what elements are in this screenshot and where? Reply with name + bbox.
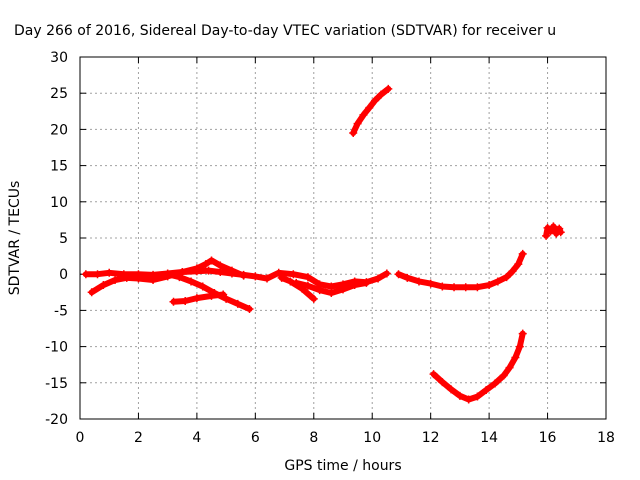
- x-axis-title: GPS time / hours: [284, 458, 401, 474]
- x-tick-label: 14: [480, 430, 498, 446]
- x-tick-label: 2: [134, 430, 143, 446]
- data-trace: [164, 271, 253, 312]
- x-tick-label: 6: [251, 430, 260, 446]
- data-trace: [293, 279, 370, 296]
- y-tick-label: -20: [45, 412, 68, 428]
- data-series: [292, 278, 371, 298]
- data-series: [394, 249, 527, 292]
- y-tick-label: 30: [50, 50, 68, 66]
- y-tick-label: 25: [50, 86, 68, 102]
- x-tick-label: 4: [192, 430, 201, 446]
- data-trace: [430, 330, 526, 403]
- x-tick-label: 0: [76, 430, 85, 446]
- y-tick-label: 5: [59, 231, 68, 247]
- grid: [80, 57, 606, 419]
- x-tick-label: 12: [422, 430, 440, 446]
- data-trace: [350, 85, 392, 136]
- x-tick-label: 16: [539, 430, 557, 446]
- plot-frame: [79, 56, 607, 420]
- data-series: [349, 84, 393, 138]
- data-trace: [395, 250, 526, 291]
- data-trace: [170, 291, 227, 305]
- y-tick-label: -5: [54, 303, 68, 319]
- data-points: [81, 84, 565, 404]
- x-tick-label: 18: [597, 430, 615, 446]
- x-tick-label: 10: [363, 430, 381, 446]
- x-tick-label: 8: [309, 430, 318, 446]
- data-series: [542, 222, 565, 240]
- y-tick-label: 10: [50, 195, 68, 211]
- y-tick-label: 20: [50, 122, 68, 138]
- data-trace: [543, 223, 564, 239]
- y-tick-label: 15: [50, 159, 68, 175]
- axis-ticks: 0 2 4 6 8 10 12 14 16 18 30 25 20 15 10 5 0 -5 -10 -15 -20: [45, 50, 615, 446]
- chart-title: Day 266 of 2016, Sidereal Day-to-day VTE…: [14, 23, 556, 39]
- data-series: [429, 329, 527, 404]
- y-axis-title: SDTVAR / TECUs: [7, 181, 23, 296]
- y-tick-label: 0: [59, 267, 68, 283]
- y-tick-label: -15: [45, 376, 68, 392]
- data-series: [169, 290, 228, 306]
- y-tick-label: -10: [45, 340, 68, 356]
